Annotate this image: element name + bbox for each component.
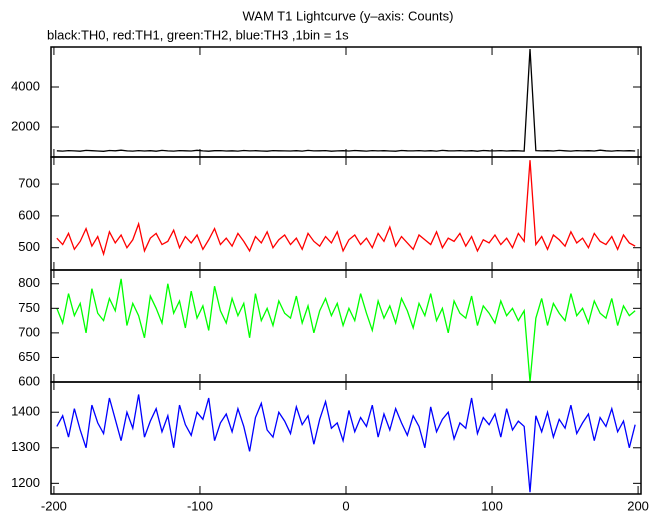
y-tick-label: 800 [18,275,40,290]
x-tick-label: 100 [481,498,503,513]
y-tick-label: 500 [18,239,40,254]
y-tick-label: 1300 [11,439,40,454]
panel-frame [50,46,642,158]
data-line [56,48,636,152]
data-line [56,160,636,257]
data-line [56,278,636,383]
y-tick-label: 750 [18,300,40,315]
y-tick-label: 700 [18,324,40,339]
y-tick-label: 4000 [11,78,40,93]
panel-frame [50,269,642,383]
chart-subtitle: black:TH0, red:TH1, green:TH2, blue:TH3 … [47,27,349,42]
panel-frame [50,156,642,271]
chart-title: WAM T1 Lightcurve (y–axis: Counts) [243,8,454,23]
x-tick-label: 0 [342,498,349,513]
y-tick-label: 700 [18,175,40,190]
x-tick-label: -200 [41,498,67,513]
y-tick-label: 1200 [11,475,40,490]
y-tick-label: 600 [18,207,40,222]
x-tick-label: -100 [187,498,213,513]
x-tick-label: 200 [627,498,649,513]
y-tick-label: 600 [18,373,40,388]
y-tick-label: 650 [18,349,40,364]
data-line [56,394,636,493]
y-tick-label: 2000 [11,118,40,133]
y-tick-label: 1400 [11,404,40,419]
